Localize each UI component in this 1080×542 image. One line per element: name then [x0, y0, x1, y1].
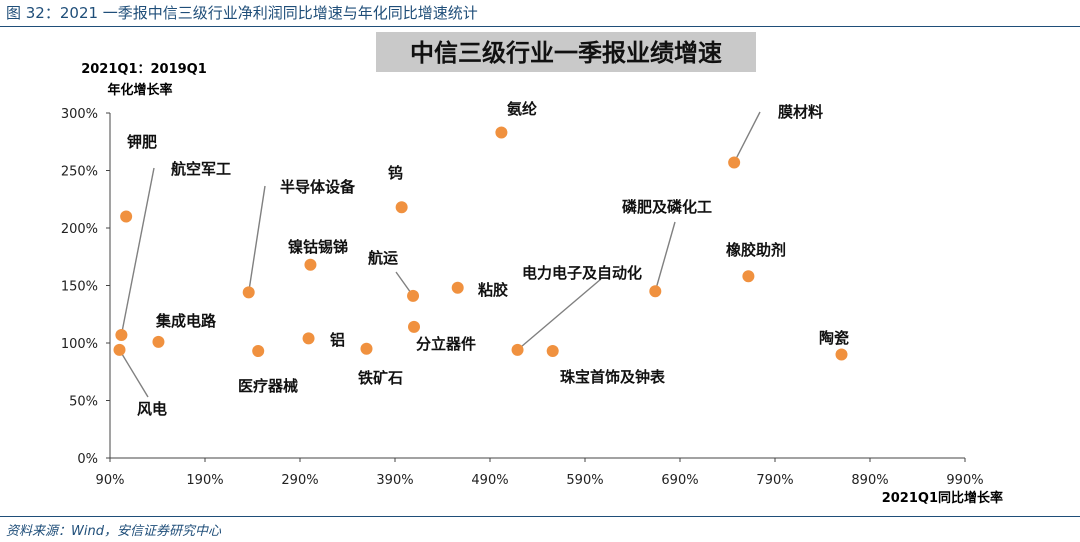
y-tick-labels: 0% 50% 100% 150% 200% 250% 300%	[61, 107, 110, 467]
point-label: 电力电子及自动化	[522, 264, 642, 282]
scatter-point	[395, 201, 408, 214]
scatter-point	[115, 328, 128, 341]
scatter-point	[649, 285, 662, 298]
scatter-point	[511, 343, 524, 356]
x-tick-label: 190%	[186, 473, 223, 488]
scatter-point	[546, 345, 559, 358]
y-tick-label: 150%	[61, 280, 98, 295]
point-label: 橡胶助剂	[726, 241, 786, 259]
leader-line	[120, 167, 155, 336]
y-axis-label-line1: 2021Q1：2019Q1	[81, 62, 207, 77]
chart-title-box: 中信三级行业一季报业绩增速	[376, 32, 756, 72]
scatter-point	[360, 342, 373, 355]
x-tick-label: 690%	[661, 473, 698, 488]
scatter-chart: 中信三级行业一季报业绩增速 2021Q1：2019Q1 年化增长率 2021Q1…	[61, 32, 1003, 506]
scatter-point	[152, 335, 165, 348]
x-tick-label: 790%	[756, 473, 793, 488]
point-label: 钨	[388, 164, 403, 182]
point-label: 磷肥及磷化工	[622, 198, 712, 216]
x-tick-label: 390%	[376, 473, 413, 488]
x-tick-labels: 90% 190% 290% 390% 490% 590% 690% 790% 890% 990%	[96, 458, 984, 488]
figure-title: 图 32：2021 一季报中信三级行业净利润同比增速与年化同比增速统计	[6, 4, 478, 22]
point-label: 氨纶	[507, 100, 537, 118]
scatter-point	[835, 348, 848, 361]
point-label: 珠宝首饰及钟表	[560, 368, 666, 386]
y-tick-label: 50%	[69, 395, 98, 410]
scatter-point	[495, 126, 508, 139]
point-label: 分立器件	[416, 335, 476, 353]
source-note: 资料来源：Wind，安信证券研究中心	[6, 524, 221, 539]
chart-title-background	[376, 32, 756, 72]
point-label: 陶瓷	[819, 329, 849, 347]
scatter-point	[408, 320, 420, 333]
footer-rule	[0, 516, 1080, 517]
scatter-point	[242, 286, 255, 299]
scatter-point	[407, 289, 420, 302]
point-label: 镍钴锡锑	[288, 238, 348, 256]
leader-lines	[118, 111, 761, 398]
scatter-point	[252, 345, 265, 358]
scatter-point	[302, 332, 315, 345]
point-label: 风电	[137, 400, 167, 418]
leader-line	[248, 185, 266, 293]
point-label: 航空军工	[171, 160, 231, 178]
scatter-point	[120, 210, 133, 223]
y-tick-label: 100%	[61, 337, 98, 352]
point-label: 铝	[330, 331, 345, 349]
leader-line	[118, 349, 149, 398]
title-rule	[0, 26, 1080, 27]
point-label: 铁矿石	[358, 369, 403, 387]
scatter-point	[742, 270, 755, 283]
data-points	[113, 126, 848, 361]
y-axis-label-line2: 年化增长率	[107, 82, 172, 98]
point-label: 钾肥	[127, 133, 157, 151]
point-label: 粘胶	[478, 281, 508, 299]
axes	[109, 113, 965, 459]
point-label: 航运	[368, 249, 398, 267]
x-tick-label: 990%	[946, 473, 983, 488]
x-tick-label: 890%	[851, 473, 888, 488]
leader-line	[517, 278, 602, 351]
x-tick-label: 590%	[566, 473, 603, 488]
y-tick-label: 250%	[61, 165, 98, 180]
leader-line	[654, 221, 676, 292]
x-tick-label: 90%	[96, 473, 125, 488]
chart-title: 中信三级行业一季报业绩增速	[410, 39, 722, 67]
x-tick-label: 490%	[471, 473, 508, 488]
leader-line	[733, 111, 761, 163]
x-axis-label: 2021Q1同比增长率	[882, 490, 1003, 506]
scatter-point	[728, 156, 741, 169]
scatter-point	[304, 258, 317, 271]
y-tick-label: 0%	[77, 452, 98, 467]
y-tick-label: 300%	[61, 107, 98, 122]
x-tick-label: 290%	[281, 473, 318, 488]
point-label: 膜材料	[778, 103, 823, 121]
y-tick-label: 200%	[61, 222, 98, 237]
point-label: 半导体设备	[280, 178, 356, 196]
point-label: 医疗器械	[238, 377, 298, 395]
scatter-point	[113, 343, 126, 356]
scatter-point	[451, 281, 464, 294]
point-label: 集成电路	[155, 312, 217, 330]
